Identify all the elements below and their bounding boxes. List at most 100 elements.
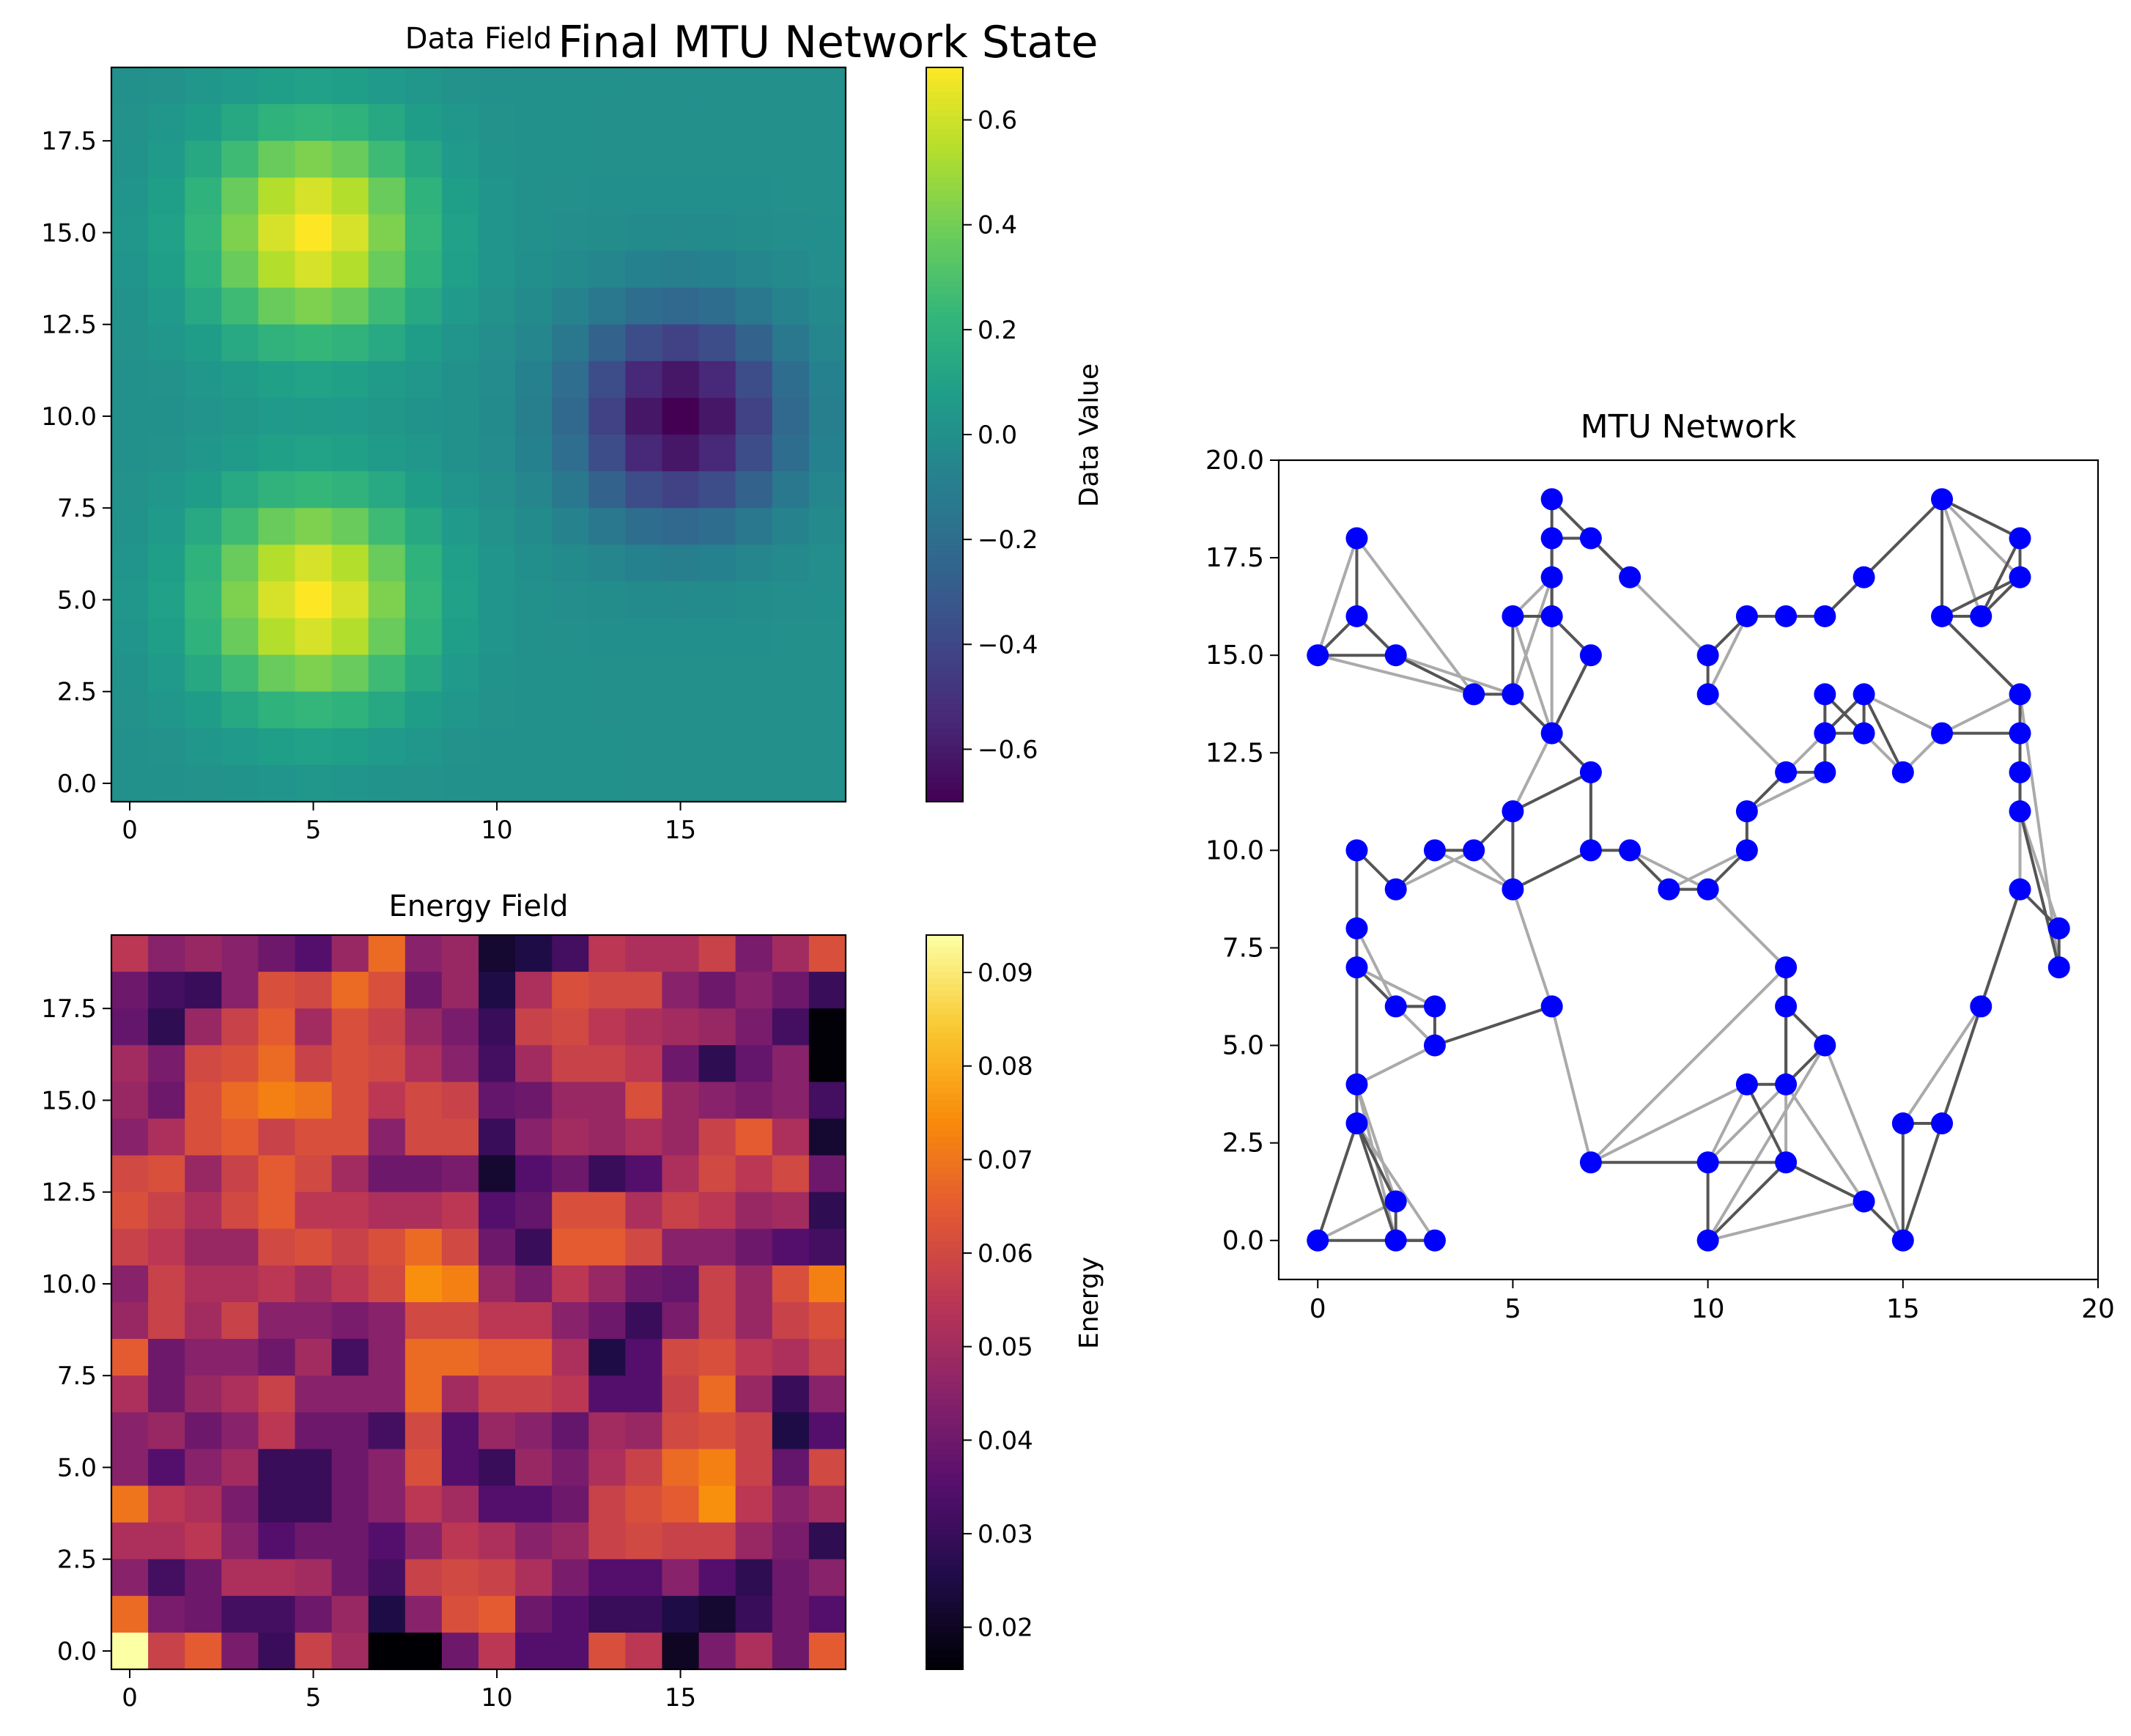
data-field-cell xyxy=(148,397,185,435)
network-strong-edge xyxy=(1746,1083,1787,1164)
data-field-cell xyxy=(808,177,846,215)
energy-field-heatmap xyxy=(111,935,846,1670)
energy-field-cell xyxy=(148,1155,185,1193)
network-node xyxy=(1579,1151,1602,1174)
data-field-cell xyxy=(552,435,589,472)
energy-field-cell xyxy=(479,1192,516,1230)
data-field-colorbar-step xyxy=(926,336,963,344)
data-field-cell xyxy=(441,544,479,582)
data-field-cell xyxy=(368,764,406,802)
network-strong-edge xyxy=(1940,1005,1983,1124)
data-field-colorbar: 0.6 0.4 0.2 0.0 −0.2 −0.4 −0.6 xyxy=(926,67,1038,802)
data-field-cell xyxy=(331,287,369,325)
network-node xyxy=(1891,1229,1914,1252)
energy-field-cell xyxy=(331,1632,369,1670)
energy-field-cell xyxy=(405,1375,443,1413)
data-field-cell xyxy=(735,691,773,729)
energy-field-colorbar-step xyxy=(926,1443,963,1449)
data-field-cell xyxy=(808,728,846,766)
data-field-colorbar-step xyxy=(926,777,963,784)
energy-field-cell xyxy=(295,1045,333,1082)
energy-field-cell xyxy=(441,1412,479,1449)
data-field-cell xyxy=(735,177,773,215)
energy-field-cell xyxy=(185,1265,222,1303)
energy-field-cell xyxy=(808,1632,846,1670)
network-weak-edge xyxy=(1395,849,1475,891)
energy-field-cell xyxy=(808,1412,846,1449)
data-field-cell xyxy=(735,764,773,802)
energy-field-cell xyxy=(625,1412,663,1449)
energy-field-colorbar-step xyxy=(926,1418,963,1425)
data-field-colorbar-step xyxy=(926,122,963,130)
energy-field-cell xyxy=(405,1412,443,1449)
network-frame xyxy=(1277,459,2099,1281)
energy-field-x-axis: 0 5 10 15 xyxy=(122,1669,696,1713)
data-field-cell xyxy=(221,214,259,252)
data-field-cell xyxy=(808,397,846,435)
data-field-cell xyxy=(698,654,736,692)
energy-field-colorbar-step xyxy=(926,1210,963,1217)
data-field-colorbar-step xyxy=(926,471,963,479)
network-weak-edge xyxy=(1355,927,1397,1008)
data-field-colorbar-step xyxy=(926,667,963,674)
energy-field-colorbar-step xyxy=(926,1271,963,1279)
energy-field-cell xyxy=(185,1192,222,1230)
data-field-colorbar-step xyxy=(926,226,963,234)
data-field-cell xyxy=(625,654,663,692)
data-field-cell xyxy=(515,581,553,619)
data-field-cell xyxy=(515,618,553,656)
energy-field-cell xyxy=(295,1449,333,1487)
energy-field-colorbar-step xyxy=(926,1595,963,1603)
energy-field-cell xyxy=(221,972,259,1009)
energy-field-cell xyxy=(588,1082,626,1120)
network-node xyxy=(1853,683,1875,706)
data-field-colorbar-step xyxy=(926,758,963,766)
data-field-colorbar-step xyxy=(926,435,963,441)
energy-field-colorbar-step xyxy=(926,1180,963,1186)
energy-field-cell xyxy=(515,1632,553,1670)
data-field-cell xyxy=(258,214,296,252)
data-field-colorbar-step xyxy=(926,330,963,337)
network-node xyxy=(1345,956,1368,979)
data-field-x-axis: 0 5 10 15 xyxy=(122,802,696,845)
energy-field-cell xyxy=(148,1228,185,1266)
data-field-colorbar-step xyxy=(926,728,963,735)
energy-field-colorbar-step xyxy=(926,1142,963,1150)
energy-field-cell xyxy=(441,1449,479,1487)
energy-field-colorbar-step xyxy=(926,935,963,942)
data-field-cell xyxy=(698,691,736,729)
data-field-cell xyxy=(331,435,369,472)
data-field-cell xyxy=(185,544,222,582)
energy-field-cell xyxy=(479,1339,516,1376)
energy-field-cell xyxy=(588,1412,626,1449)
data-field-colorbar-step xyxy=(926,318,963,325)
network-node xyxy=(1775,956,1798,979)
data-field-colorbar-step xyxy=(926,300,963,307)
energy-field-colorbar-step xyxy=(926,1002,963,1009)
energy-field-colorbar-step xyxy=(926,1167,963,1175)
data-field-cell xyxy=(772,691,810,729)
energy-field-cell xyxy=(662,972,700,1009)
energy-field-cell xyxy=(552,1339,589,1376)
energy-field-cell xyxy=(552,1412,589,1449)
data-field-cell xyxy=(772,67,810,105)
energy-field-cell xyxy=(221,1118,259,1156)
data-field-cell xyxy=(808,214,846,252)
network-strong-edge xyxy=(1901,1123,1943,1241)
data-field-colorbar-step xyxy=(926,367,963,374)
data-field-cell xyxy=(148,214,185,252)
data-field-colorbar-label: Data Value xyxy=(1074,363,1104,507)
data-field-colorbar-step xyxy=(926,477,963,484)
energy-field-colorbar-step xyxy=(926,1553,963,1560)
data-field-cell xyxy=(735,251,773,289)
data-field-colorbar-step xyxy=(926,391,963,399)
energy-field-cell xyxy=(441,1192,479,1230)
data-field-cell xyxy=(625,581,663,619)
data-field-cell xyxy=(698,508,736,545)
energy-field-cell xyxy=(479,1008,516,1046)
data-field-cell xyxy=(625,508,663,545)
energy-field-cell xyxy=(552,1192,589,1230)
energy-field-cell xyxy=(441,1155,479,1193)
energy-field-cell xyxy=(331,1118,369,1156)
energy-field-frame xyxy=(110,934,847,1671)
